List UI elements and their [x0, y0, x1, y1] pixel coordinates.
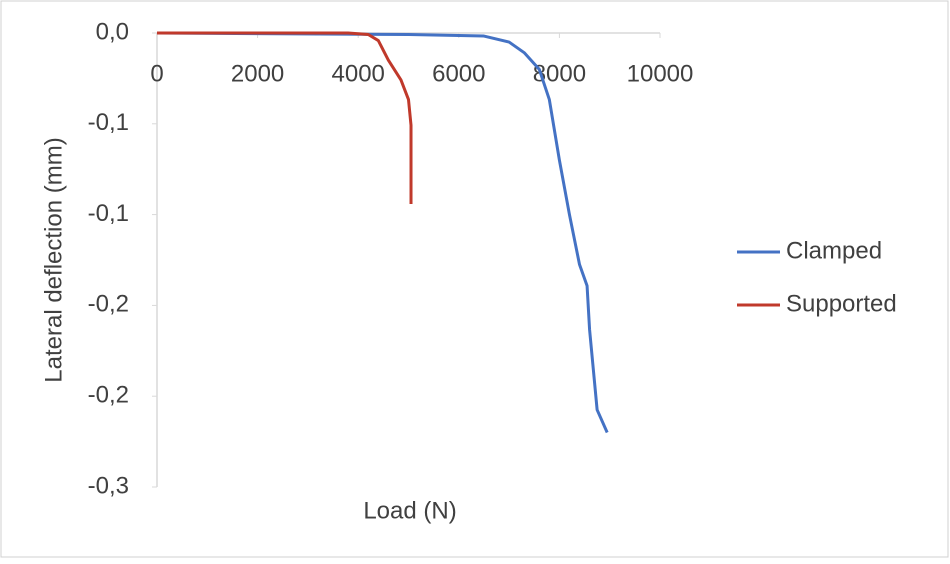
y-tick-label: -0,1: [88, 200, 129, 227]
x-tick-label: 4000: [332, 60, 385, 87]
y-tick-label: 0,0: [96, 18, 129, 45]
x-tick-label: 10000: [627, 60, 694, 87]
legend-label: Clamped: [786, 237, 882, 264]
data-line: [156, 31, 609, 434]
x-axis-label: Load (N): [363, 497, 456, 524]
y-tick-label: -0,2: [88, 382, 129, 409]
y-tick-label: -0,2: [88, 291, 129, 318]
data-line: [157, 31, 413, 205]
x-tick-label: 0: [150, 60, 163, 87]
y-tick-label: -0,3: [88, 472, 129, 499]
y-axis-label: Lateral deflection (mm): [40, 137, 67, 382]
x-tick-label: 6000: [432, 60, 485, 87]
x-tick-label: 2000: [231, 60, 284, 87]
legend-label: Supported: [786, 290, 897, 317]
y-tick-label: -0,1: [88, 109, 129, 136]
